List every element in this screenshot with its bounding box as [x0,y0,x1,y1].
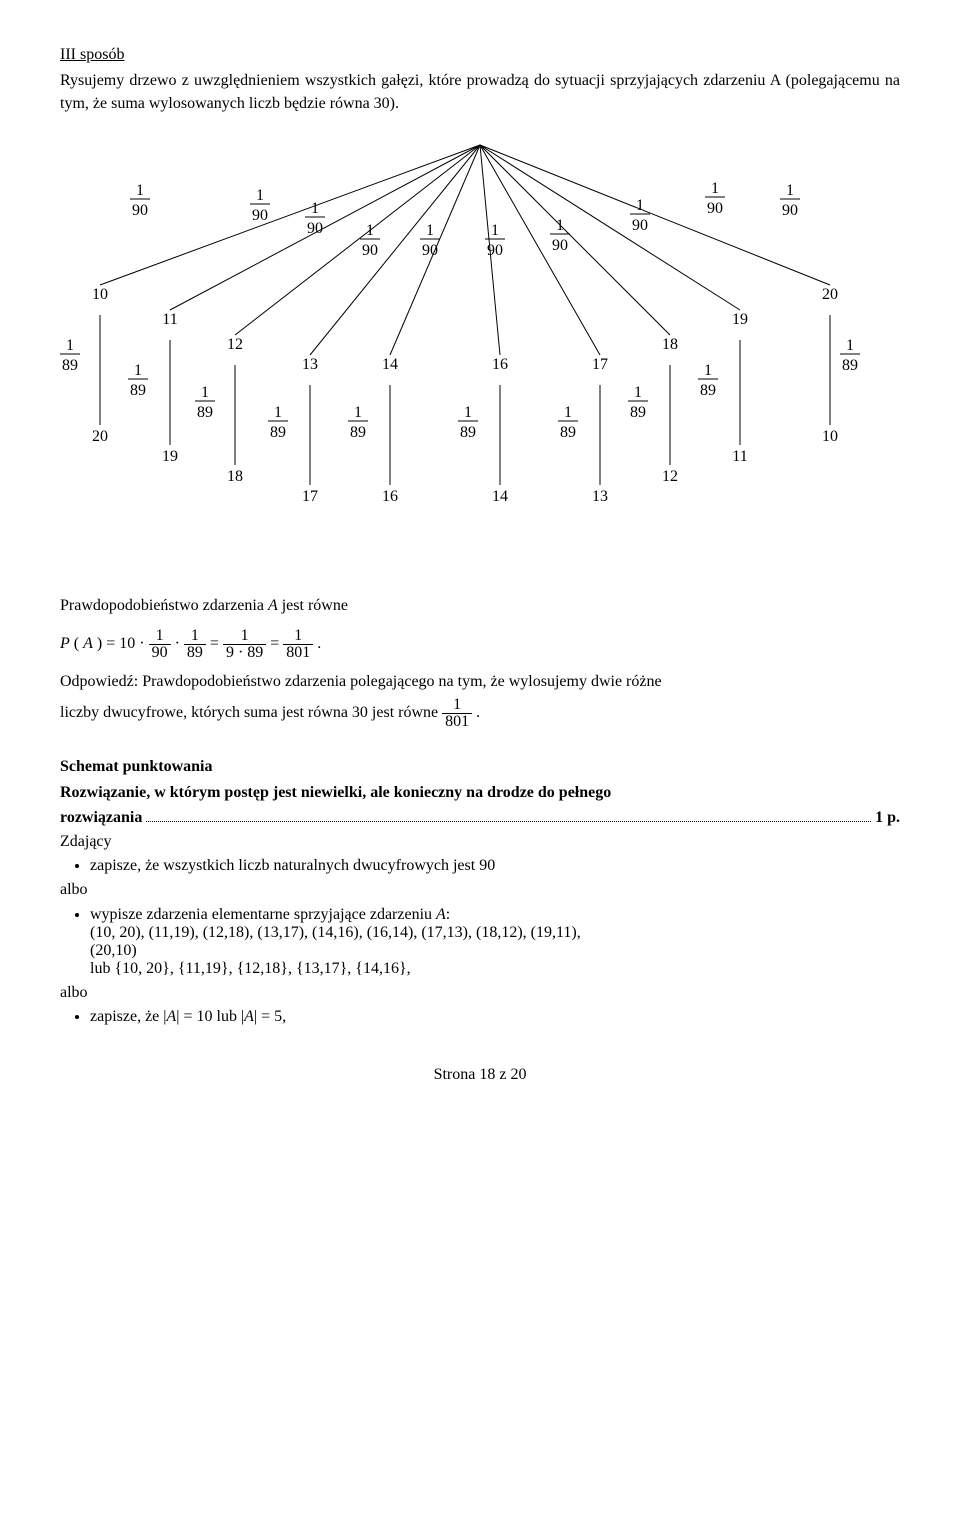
svg-text:90: 90 [707,200,723,217]
svg-text:1: 1 [846,337,854,354]
svg-text:1: 1 [711,180,719,197]
intro-paragraph: Rysujemy drzewo z uwzględnieniem wszystk… [60,70,900,115]
probability-tree: 1019011121901319014190161901719018190191… [60,135,900,575]
svg-text:12: 12 [662,468,678,485]
svg-text:1: 1 [786,182,794,199]
svg-text:1: 1 [311,200,319,217]
svg-text:12: 12 [227,336,243,353]
svg-text:1: 1 [134,362,142,379]
svg-text:89: 89 [630,404,646,421]
prob-header: Prawdopodobieństwo zdarzenia A jest równ… [60,595,900,617]
svg-text:89: 89 [130,382,146,399]
svg-text:18: 18 [227,468,243,485]
svg-text:90: 90 [252,207,268,224]
svg-text:89: 89 [62,357,78,374]
svg-text:1: 1 [274,404,282,421]
svg-text:90: 90 [632,217,648,234]
svg-text:89: 89 [842,357,858,374]
svg-text:14: 14 [492,488,508,505]
svg-text:11: 11 [162,311,177,328]
svg-text:1: 1 [464,404,472,421]
svg-text:1: 1 [634,384,642,401]
svg-text:1: 1 [704,362,712,379]
svg-text:18: 18 [662,336,678,353]
svg-text:90: 90 [422,242,438,259]
svg-text:90: 90 [307,220,323,237]
heading-iii-sposob: III sposób [60,44,900,66]
svg-text:1: 1 [556,217,564,234]
svg-text:13: 13 [592,488,608,505]
zdajacy: Zdający [60,831,900,853]
bullet-1: zapisze, że wszystkich liczb naturalnych… [90,857,900,875]
bullet-3: zapisze, że |A| = 10 lub |A| = 5, [90,1008,900,1026]
svg-text:89: 89 [350,424,366,441]
albo-2: albo [60,982,900,1004]
svg-text:90: 90 [782,202,798,219]
svg-text:20: 20 [92,428,108,445]
pairs-brace: lub {10, 20}, {11,19}, {12,18}, {13,17},… [90,960,900,978]
scheme-row-1a: Rozwiązanie, w którym postęp jest niewie… [60,782,900,804]
svg-text:1: 1 [66,337,74,354]
svg-text:1: 1 [636,197,644,214]
svg-text:1: 1 [354,404,362,421]
pair-last: (20,10) [90,942,900,960]
svg-text:89: 89 [197,404,213,421]
svg-text:89: 89 [560,424,576,441]
svg-text:1: 1 [426,222,434,239]
svg-text:90: 90 [552,237,568,254]
svg-text:11: 11 [732,448,747,465]
svg-text:90: 90 [487,242,503,259]
svg-text:1: 1 [366,222,374,239]
answer-line2: liczby dwucyfrowe, których suma jest rów… [60,697,900,730]
scheme-row-1b: rozwiązania 1 p. [60,809,900,827]
svg-text:17: 17 [592,356,608,373]
svg-text:14: 14 [382,356,398,373]
bullet-2: wypisze zdarzenia elementarne sprzyjając… [90,906,900,978]
svg-text:1: 1 [256,187,264,204]
svg-text:10: 10 [822,428,838,445]
svg-text:1: 1 [136,182,144,199]
pairs-paren: (10, 20), (11,19), (12,18), (13,17), (14… [90,924,900,942]
answer-line1: Odpowiedź: Prawdopodobieństwo zdarzenia … [60,671,900,693]
svg-text:90: 90 [362,242,378,259]
svg-text:1: 1 [491,222,499,239]
svg-text:19: 19 [162,448,178,465]
svg-text:89: 89 [270,424,286,441]
svg-text:19: 19 [732,311,748,328]
albo-1: albo [60,879,900,901]
svg-text:16: 16 [382,488,398,505]
svg-text:10: 10 [92,286,108,303]
prob-equation: P ( A ) = 10 · 190 · 189 = 19 · 89 = 180… [60,628,900,661]
page-footer: Strona 18 z 20 [60,1066,900,1084]
svg-text:13: 13 [302,356,318,373]
svg-text:89: 89 [460,424,476,441]
svg-text:1: 1 [564,404,572,421]
scheme-title: Schemat punktowania [60,756,900,778]
svg-text:89: 89 [700,382,716,399]
svg-text:17: 17 [302,488,318,505]
svg-text:20: 20 [822,286,838,303]
svg-text:1: 1 [201,384,209,401]
svg-text:90: 90 [132,202,148,219]
svg-text:16: 16 [492,356,508,373]
